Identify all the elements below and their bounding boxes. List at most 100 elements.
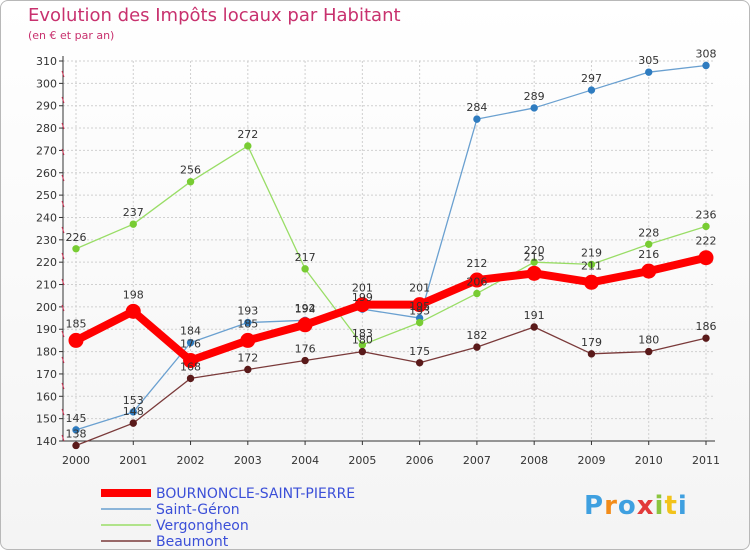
data-point-vergongheon (474, 290, 480, 296)
data-label-beaumont: 172 (237, 351, 258, 364)
data-label-bournoncle-saint-pierre: 211 (581, 259, 602, 272)
data-point-vergongheon (187, 179, 193, 185)
series-layer (69, 62, 713, 448)
y-tick-label: 150 (36, 413, 57, 426)
data-label-bournoncle-saint-pierre: 185 (237, 317, 258, 330)
data-point-beaumont (416, 360, 422, 366)
logo-letter: t (664, 491, 677, 521)
data-label-beaumont: 179 (581, 336, 602, 349)
data-point-vergongheon (245, 143, 251, 149)
data-point-saint-g-ron (531, 105, 537, 111)
data-label-bournoncle-saint-pierre: 216 (638, 248, 659, 261)
data-point-bournoncle-saint-pierre (642, 264, 656, 278)
legend-label-saint-g-ron: Saint-Géron (156, 502, 240, 518)
legend-label-beaumont: Beaumont (156, 534, 229, 550)
logo-letter: P (584, 491, 604, 521)
series-line-vergongheon (76, 146, 706, 345)
data-point-beaumont (646, 348, 652, 354)
data-label-beaumont: 148 (123, 405, 144, 418)
logo-letter: o (618, 491, 637, 521)
legend-label-bournoncle-saint-pierre: BOURNONCLE-SAINT-PIERRE (156, 486, 355, 502)
data-label-beaumont: 180 (352, 334, 373, 347)
grid-layer (63, 61, 715, 441)
data-point-beaumont (73, 442, 79, 448)
data-label-vergongheon: 217 (295, 251, 316, 264)
x-tick-label: 2003 (234, 454, 262, 467)
y-tick-label: 220 (36, 256, 57, 269)
y-tick-label: 250 (36, 189, 57, 202)
data-label-saint-g-ron: 193 (237, 305, 258, 318)
data-label-vergongheon: 228 (638, 226, 659, 239)
logo-letter: x (637, 491, 655, 521)
logo-letter: i (655, 491, 665, 521)
data-label-bournoncle-saint-pierre: 176 (180, 338, 201, 351)
data-label-saint-g-ron: 145 (66, 412, 87, 425)
chart-plot: 1401501601701801902002102202302402502602… (1, 1, 750, 550)
data-point-bournoncle-saint-pierre (584, 275, 598, 289)
y-tick-label: 290 (36, 100, 57, 113)
data-label-bournoncle-saint-pierre: 222 (696, 235, 717, 248)
data-label-bournoncle-saint-pierre: 212 (466, 257, 487, 270)
data-label-vergongheon: 256 (180, 164, 201, 177)
data-point-beaumont (359, 348, 365, 354)
data-point-bournoncle-saint-pierre (69, 333, 83, 347)
data-label-beaumont: 168 (180, 360, 201, 373)
data-label-vergongheon: 220 (524, 244, 545, 257)
data-label-saint-g-ron: 194 (295, 302, 316, 315)
legend: BOURNONCLE-SAINT-PIERRESaint-GéronVergon… (101, 486, 355, 550)
data-point-beaumont (474, 344, 480, 350)
chart-frame: Evolution des Impôts locaux par Habitant… (0, 0, 750, 550)
x-tick-label: 2009 (577, 454, 605, 467)
x-tick-label: 2001 (119, 454, 147, 467)
data-point-vergongheon (302, 266, 308, 272)
data-point-saint-g-ron (588, 87, 594, 93)
data-point-saint-g-ron (646, 69, 652, 75)
data-label-saint-g-ron: 297 (581, 72, 602, 85)
data-label-vergongheon: 226 (66, 231, 87, 244)
series-line-bournoncle-saint-pierre (76, 258, 706, 361)
data-point-vergongheon (73, 246, 79, 252)
data-point-beaumont (703, 335, 709, 341)
y-tick-label: 180 (36, 346, 57, 359)
data-point-bournoncle-saint-pierre (241, 333, 255, 347)
data-label-beaumont: 191 (524, 309, 545, 322)
data-label-vergongheon: 219 (581, 246, 602, 259)
x-tick-label: 2011 (692, 454, 720, 467)
data-label-beaumont: 186 (696, 320, 717, 333)
y-tick-label: 300 (36, 77, 57, 90)
x-tick-label: 2006 (406, 454, 434, 467)
data-label-saint-g-ron: 184 (180, 325, 201, 338)
data-point-beaumont (187, 375, 193, 381)
data-label-vergongheon: 237 (123, 206, 144, 219)
data-label-bournoncle-saint-pierre: 201 (409, 282, 430, 295)
data-point-bournoncle-saint-pierre (527, 266, 541, 280)
data-label-beaumont: 180 (638, 334, 659, 347)
y-tick-label: 200 (36, 301, 57, 314)
data-point-saint-g-ron (703, 62, 709, 68)
data-label-vergongheon: 272 (237, 128, 258, 141)
x-tick-label: 2002 (177, 454, 205, 467)
y-tick-label: 230 (36, 234, 57, 247)
data-point-beaumont (531, 324, 537, 330)
data-point-vergongheon (416, 319, 422, 325)
data-point-bournoncle-saint-pierre (126, 304, 140, 318)
x-tick-label: 2005 (348, 454, 376, 467)
x-tick-label: 2007 (463, 454, 491, 467)
data-label-saint-g-ron: 305 (638, 54, 659, 67)
data-label-vergongheon: 193 (409, 305, 430, 318)
data-label-beaumont: 138 (66, 427, 87, 440)
x-tick-label: 2010 (635, 454, 663, 467)
logo-letter: r (604, 491, 618, 521)
y-tick-label: 280 (36, 122, 57, 135)
data-point-vergongheon (703, 223, 709, 229)
x-tick-label: 2008 (520, 454, 548, 467)
data-label-vergongheon: 236 (696, 208, 717, 221)
data-point-vergongheon (646, 241, 652, 247)
data-point-beaumont (302, 357, 308, 363)
y-tick-label: 140 (36, 435, 57, 448)
y-tick-label: 170 (36, 368, 57, 381)
proxiti-logo: Proxiti (584, 491, 688, 521)
data-label-saint-g-ron: 289 (524, 90, 545, 103)
y-tick-label: 260 (36, 167, 57, 180)
data-label-beaumont: 182 (466, 329, 487, 342)
